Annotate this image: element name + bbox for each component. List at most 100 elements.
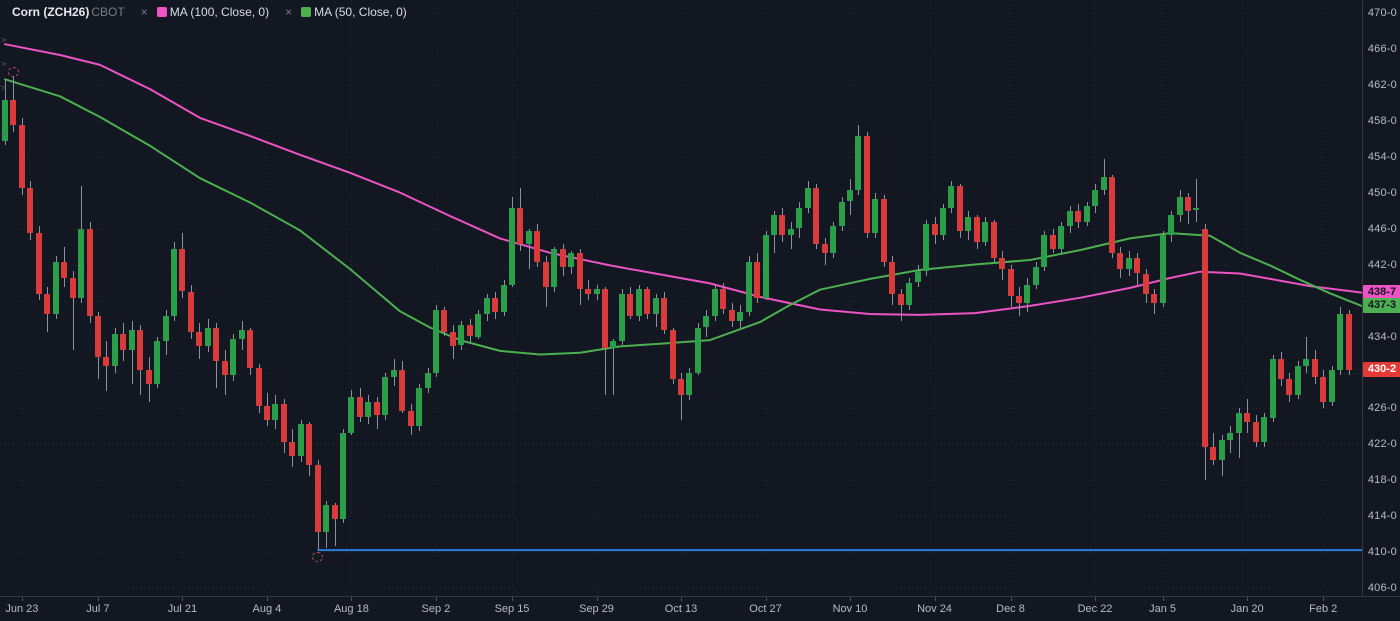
candle-wick [681, 372, 682, 420]
gridline-v [681, 0, 682, 596]
time-axis-tick [1323, 597, 1325, 601]
candle [416, 388, 422, 427]
candle [373, 401, 380, 416]
gridline-v [435, 0, 437, 596]
candle [1277, 359, 1284, 380]
legend-item-ma50[interactable]: MA (50, Close, 0) [298, 5, 407, 19]
plot-area[interactable]: > > > > Corn (ZCH26) CBOT × MA (100, Close, … [0, 0, 1362, 596]
candle [593, 289, 600, 294]
candle [847, 190, 853, 202]
candle [1168, 215, 1175, 236]
candle [694, 327, 701, 373]
time-axis-label: Jan 20 [1230, 603, 1264, 615]
candle [830, 226, 837, 254]
time-axis-tick [21, 597, 23, 601]
legend: Corn (ZCH26) CBOT × MA (100, Close, 0) × … [12, 5, 407, 19]
candle [973, 217, 980, 242]
remove-ma50-icon[interactable]: × [285, 5, 293, 19]
candle [272, 403, 279, 420]
time-axis-tick [351, 597, 353, 601]
candle [280, 403, 287, 443]
price-axis[interactable]: 470-0 466-0 462-0 458-0 454-0 450-0 446-0 442-0… [1362, 0, 1400, 596]
candle [382, 377, 389, 416]
candle [1235, 412, 1242, 434]
candle-wick [613, 338, 615, 395]
remove-ma100-icon[interactable]: × [140, 5, 148, 19]
candle [213, 327, 220, 362]
candle [1075, 210, 1082, 222]
time-axis-tick [266, 597, 268, 601]
candle-wick [900, 289, 902, 321]
candle [1092, 190, 1098, 206]
candle-wick [106, 341, 108, 391]
candle [289, 442, 296, 456]
gridline-h [0, 480, 1362, 482]
time-axis-label: Sep 29 [579, 603, 614, 615]
candle [627, 293, 634, 317]
drawing-marker-icon[interactable] [312, 552, 323, 562]
gridline-h [0, 588, 1362, 590]
candle [449, 332, 456, 346]
candle [10, 100, 17, 126]
gridline-h [0, 120, 1362, 122]
legend-item-ma100[interactable]: MA (100, Close, 0) [154, 5, 269, 19]
candle [568, 253, 575, 267]
gridline-v [1247, 0, 1249, 596]
candle [669, 329, 676, 380]
drawing-marker-icon[interactable] [8, 67, 19, 77]
candle [1083, 206, 1090, 222]
candle [466, 325, 473, 337]
gridline-v [1095, 0, 1096, 596]
candle [154, 341, 161, 384]
ma100-color-swatch [156, 7, 167, 17]
candle [1227, 433, 1234, 440]
candle [255, 368, 262, 407]
candle [1041, 235, 1048, 267]
price-axis-label: 426-0 [1367, 402, 1397, 415]
candle [424, 372, 431, 389]
left-scale-arrow-icon: > [1, 35, 7, 45]
candle [534, 230, 541, 263]
price-axis-label: 410-0 [1367, 546, 1397, 559]
candle [458, 325, 465, 346]
candle [111, 334, 118, 366]
candle [1058, 226, 1065, 249]
gridline-h [0, 516, 1362, 518]
gridline-v [97, 0, 99, 596]
candle [247, 329, 253, 368]
candle [661, 298, 668, 330]
candle [432, 309, 439, 373]
candle [863, 136, 870, 234]
time-axis-tick [97, 597, 99, 601]
time-axis[interactable]: Jun 23 Jul 7 Jul 21 Aug 4 Aug 18 Sep 2 Sep 15 S… [0, 596, 1400, 621]
candle [356, 397, 363, 418]
candle [923, 224, 929, 272]
gridline-h [0, 12, 1362, 14]
candle [306, 424, 313, 465]
candle [78, 228, 84, 299]
price-axis-label: 422-0 [1367, 438, 1397, 451]
candle [475, 314, 482, 337]
candle [238, 329, 245, 339]
time-axis-tick [1095, 597, 1096, 601]
time-axis-tick [934, 597, 936, 601]
symbol-title[interactable]: Corn (ZCH26) CBOT [12, 5, 125, 19]
time-axis-tick [435, 597, 437, 601]
candle [348, 397, 355, 434]
candle [230, 338, 237, 375]
price-axis-label: 442-0 [1367, 258, 1397, 271]
candle [44, 293, 51, 314]
price-axis-label: 434-0 [1367, 330, 1397, 343]
candle [407, 410, 414, 427]
left-scale-arrow-icon: > [1, 129, 7, 139]
candle [559, 248, 566, 267]
symbol-name[interactable]: Corn (ZCH26) [12, 5, 90, 19]
candle [1142, 273, 1149, 294]
candle [1294, 365, 1301, 395]
ma50-line [4, 78, 1362, 356]
candle [221, 361, 228, 375]
candle [1320, 377, 1327, 402]
candle [1007, 269, 1014, 296]
left-scale-arrow-icon: > [1, 59, 7, 69]
candle [906, 282, 913, 305]
